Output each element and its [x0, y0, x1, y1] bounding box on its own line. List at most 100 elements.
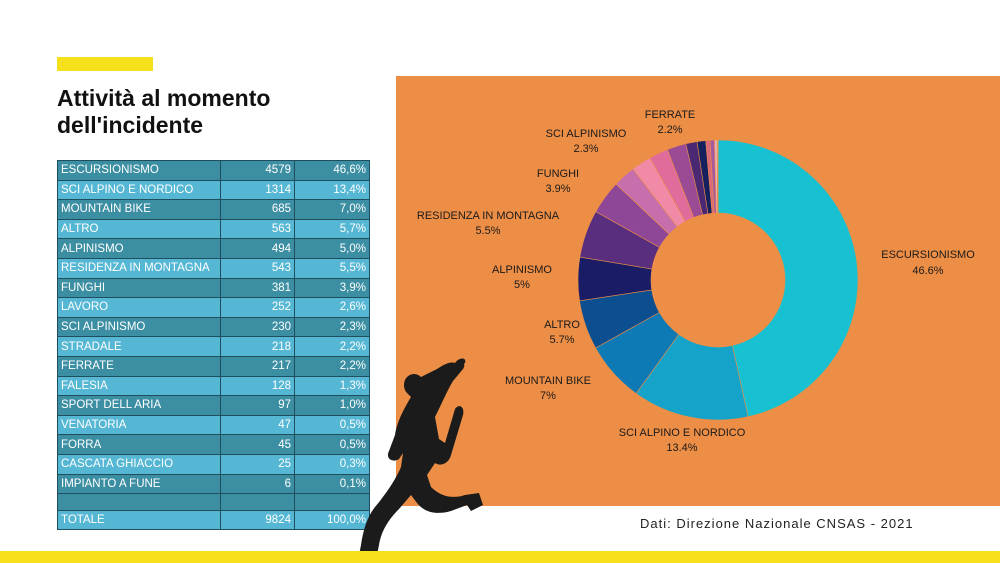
cell-pct: 2,2% — [294, 336, 370, 357]
activity-table: ESCURSIONISMO 4579 46,6% SCI ALPINO E NORDI… — [57, 160, 370, 531]
cell-pct: 0,1% — [294, 473, 370, 495]
cell-pct: 46,6% — [294, 160, 370, 181]
slice-label-name: FERRATE — [645, 109, 696, 121]
cell-count: 494 — [220, 238, 295, 259]
table-row: ESCURSIONISMO 4579 46,6% — [57, 160, 370, 181]
cell-count: 563 — [220, 218, 295, 240]
cell-label: TOTALE — [57, 510, 221, 531]
table-row: IMPIANTO A FUNE 6 0,1% — [57, 473, 370, 495]
table-row: FUNGHI 381 3,9% — [57, 277, 370, 299]
slice-label-name: ALPINISMO — [492, 264, 552, 276]
source-note: Dati: Direzione Nazionale CNSAS - 2021 — [640, 516, 914, 531]
cell-pct: 3,9% — [294, 277, 370, 299]
cell-count: 47 — [220, 414, 295, 436]
slice-escursionismo — [717, 139, 859, 418]
table-row: CASCATA GHIACCIO 25 0,3% — [57, 453, 370, 475]
cell-pct: 2,2% — [294, 355, 370, 377]
slice-label-value: 5% — [514, 279, 530, 291]
table-row: SCI ALPINISMO 230 2,3% — [57, 316, 370, 338]
cell-label: FUNGHI — [57, 277, 221, 299]
accent-bar-bottom — [0, 551, 1000, 563]
cell-label: ESCURSIONISMO — [57, 160, 221, 181]
slice-impianto-a-fune — [716, 139, 719, 214]
slice-label-name: ESCURSIONISMO — [881, 249, 975, 261]
cell-label: CASCATA GHIACCIO — [57, 453, 221, 475]
slice-label-name: MOUNTAIN BIKE — [505, 375, 591, 387]
slice-label-value: 7% — [540, 390, 556, 402]
cell-count: 685 — [220, 199, 295, 220]
cell-label: FORRA — [57, 434, 221, 455]
cell-label: FERRATE — [57, 355, 221, 377]
cell-count: 4579 — [220, 160, 295, 181]
page-title: Attività al momento dell'incidente — [57, 85, 357, 139]
table-row: FERRATE 217 2,2% — [57, 355, 370, 377]
slice-label-value: 46.6% — [912, 265, 943, 277]
slice-label-name: ALTRO — [544, 319, 580, 331]
cell-label: IMPIANTO A FUNE — [57, 473, 221, 495]
table-row: ALTRO 563 5,7% — [57, 218, 370, 240]
title-line-1: Attività al momento — [57, 85, 271, 111]
cell-label: RESIDENZA IN MONTAGNA — [57, 257, 221, 279]
cell-pct: 1,3% — [294, 375, 370, 397]
slice-label-value: 3.9% — [545, 183, 570, 195]
cell-pct: 0,5% — [294, 434, 370, 455]
table-row: ALPINISMO 494 5,0% — [57, 238, 370, 259]
table-row: LAVORO 252 2,6% — [57, 297, 370, 318]
cell-pct: 0,3% — [294, 453, 370, 475]
cell-pct: 5,5% — [294, 257, 370, 279]
slice-label-name: RESIDENZA IN MONTAGNA — [417, 210, 560, 222]
cell-count: 97 — [220, 395, 295, 416]
cell-label: ALPINISMO — [57, 238, 221, 259]
cell-label: VENATORIA — [57, 414, 221, 436]
cell-count: 9824 — [220, 510, 295, 531]
cell-count: 381 — [220, 277, 295, 299]
cell-pct: 100,0% — [294, 510, 370, 531]
cell-count: 25 — [220, 453, 295, 475]
cell-label: STRADALE — [57, 336, 221, 357]
cell-count: 217 — [220, 355, 295, 377]
slice-label-value: 2.2% — [657, 124, 682, 136]
cell-pct: 5,7% — [294, 218, 370, 240]
table-row: RESIDENZA IN MONTAGNA 543 5,5% — [57, 257, 370, 279]
cell-pct: 13,4% — [294, 179, 370, 201]
cell-label — [57, 493, 221, 512]
slice-label-value: 13.4% — [666, 442, 697, 454]
cell-label: ALTRO — [57, 218, 221, 240]
table-row: STRADALE 218 2,2% — [57, 336, 370, 357]
cell-count: 45 — [220, 434, 295, 455]
slice-label-value: 5.7% — [549, 334, 574, 346]
cell-label: LAVORO — [57, 297, 221, 318]
cell-label: FALESIA — [57, 375, 221, 397]
table-row: FALESIA 128 1,3% — [57, 375, 370, 397]
cell-count: 252 — [220, 297, 295, 318]
table-row: FORRA 45 0,5% — [57, 434, 370, 455]
table-row: VENATORIA 47 0,5% — [57, 414, 370, 436]
slice-label-name: SCI ALPINO E NORDICO — [619, 427, 746, 439]
cell-count: 6 — [220, 473, 295, 495]
cell-count: 128 — [220, 375, 295, 397]
cell-pct: 5,0% — [294, 238, 370, 259]
slice-label-name: SCI ALPINISMO — [546, 128, 627, 140]
slice-label-value: 5.5% — [475, 225, 500, 237]
title-line-2: dell'incidente — [57, 112, 204, 138]
cell-label: SCI ALPINO E NORDICO — [57, 179, 221, 201]
cell-pct: 1,0% — [294, 395, 370, 416]
cell-label: SPORT DELL ARIA — [57, 395, 221, 416]
cell-label: MOUNTAIN BIKE — [57, 199, 221, 220]
table-row: MOUNTAIN BIKE 685 7,0% — [57, 199, 370, 220]
cell-pct: 7,0% — [294, 199, 370, 220]
cell-count: 230 — [220, 316, 295, 338]
accent-bar-top — [57, 57, 153, 71]
cell-count — [220, 493, 295, 512]
slice-label-name: FUNGHI — [537, 168, 579, 180]
table-row-total: TOTALE 9824 100,0% — [57, 510, 370, 531]
cell-pct: 2,6% — [294, 297, 370, 318]
slice-label-value: 2.3% — [573, 143, 598, 155]
cell-count: 1314 — [220, 179, 295, 201]
cell-pct: 2,3% — [294, 316, 370, 338]
table-row: SCI ALPINO E NORDICO 1314 13,4% — [57, 179, 370, 201]
cell-count: 543 — [220, 257, 295, 279]
cell-count: 218 — [220, 336, 295, 357]
table-row-blank — [57, 493, 370, 512]
table-row: SPORT DELL ARIA 97 1,0% — [57, 395, 370, 416]
